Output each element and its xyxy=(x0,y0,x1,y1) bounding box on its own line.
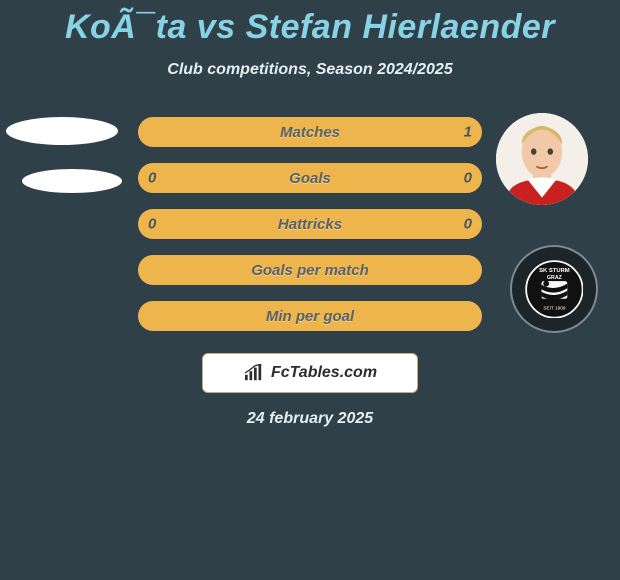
brand-text: FcTables.com xyxy=(271,364,377,382)
stat-row-goals-per-match: Goals per match xyxy=(138,255,482,285)
stat-label: Matches xyxy=(280,124,340,141)
stat-label: Hattricks xyxy=(278,216,342,233)
stat-label: Min per goal xyxy=(266,308,354,325)
stat-row-hattricks: 0 Hattricks 0 xyxy=(138,209,482,239)
stat-right-value: 0 xyxy=(464,216,472,233)
svg-text:SEIT 1909: SEIT 1909 xyxy=(543,305,565,310)
stat-left-value: 0 xyxy=(148,216,156,233)
svg-text:GRAZ: GRAZ xyxy=(547,274,563,280)
brand-badge[interactable]: FcTables.com xyxy=(202,353,418,393)
stat-row-goals: 0 Goals 0 xyxy=(138,163,482,193)
svg-text:SK STURM: SK STURM xyxy=(539,267,570,273)
page-title: KoÃ¯ta vs Stefan Hierlaender xyxy=(0,0,620,47)
player-right-club-badge: SK STURM GRAZ SEIT 1909 xyxy=(510,245,598,333)
season-subtitle: Club competitions, Season 2024/2025 xyxy=(0,61,620,79)
player-left-avatar-placeholder-2 xyxy=(22,169,122,193)
player-right-avatar xyxy=(496,113,588,205)
stat-row-matches: Matches 1 xyxy=(138,117,482,147)
chart-icon xyxy=(243,364,265,382)
stat-row-min-per-goal: Min per goal xyxy=(138,301,482,331)
stat-bars: Matches 1 0 Goals 0 0 Hattricks 0 Goals … xyxy=(138,117,482,347)
comparison-panel: SK STURM GRAZ SEIT 1909 Matches 1 0 Goal… xyxy=(0,117,620,377)
stat-label: Goals xyxy=(289,170,331,187)
club-badge-icon: SK STURM GRAZ SEIT 1909 xyxy=(525,260,584,319)
stat-left-value: 0 xyxy=(148,170,156,187)
player-face-icon xyxy=(496,113,588,205)
snapshot-date: 24 february 2025 xyxy=(0,410,620,428)
stat-right-value: 0 xyxy=(464,170,472,187)
player-left-avatar-placeholder-1 xyxy=(6,117,118,145)
stat-label: Goals per match xyxy=(251,262,369,279)
stat-right-value: 1 xyxy=(464,124,472,141)
